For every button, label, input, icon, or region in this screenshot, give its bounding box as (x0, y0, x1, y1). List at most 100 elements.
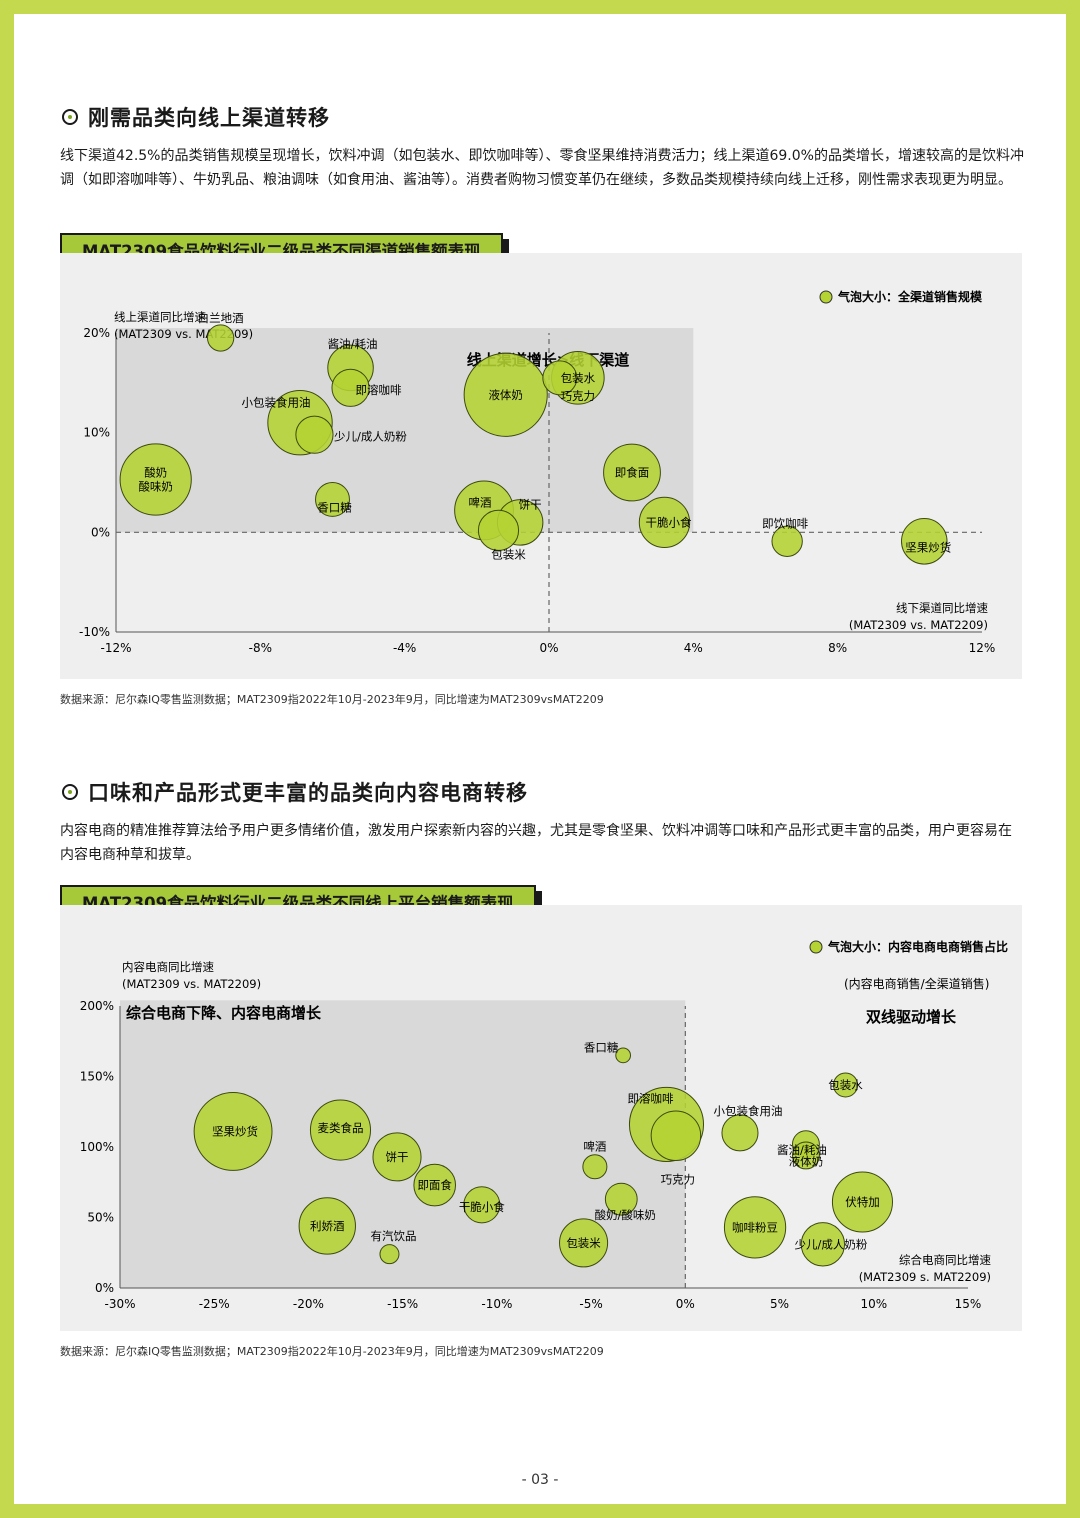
bubble-2-7 (615, 1047, 632, 1064)
x-tick-label: 15% (955, 1297, 982, 1311)
x-axis-subtitle: (MAT2309 s. MAT2209) (859, 1270, 991, 1284)
bubble-2-13 (721, 1114, 759, 1152)
x-tick-label: 0% (676, 1297, 695, 1311)
section-2-paragraph: 内容电商的精准推荐算法给予用户更多情绪价值，激发用户探索新内容的兴趣，尤其是零食… (60, 823, 1012, 863)
bubble-label: 利娇酒 (310, 1219, 345, 1233)
y-tick-label: 0% (95, 1281, 114, 1295)
bubble-1-13 (603, 443, 661, 502)
chart-1-svg: 线上渠道增长>线下渠道-12% -8% -4% 0% 4% 8% 12%-10%0%10%2… (79, 289, 996, 655)
bubble-2-3 (413, 1163, 457, 1207)
bubble-label: 麦类食品 (317, 1121, 363, 1135)
bubble-label: 即溶咖啡 (627, 1091, 673, 1105)
bubble-label: 啤酒 (469, 495, 492, 509)
bubble-2-17 (831, 1171, 894, 1233)
bubble-label: 包装米 (566, 1236, 601, 1250)
bubble-label: 即面食 (417, 1178, 452, 1192)
bubble-2-8 (582, 1154, 608, 1180)
bubble-1-12 (477, 509, 520, 551)
outside-label: 双线驱动增长 (866, 1008, 957, 1026)
x-tick-label: -30% (104, 1297, 135, 1311)
y-axis-subtitle: (MAT2309 vs. MAT2209) (122, 977, 261, 991)
x-tick-label: -15% (387, 1297, 418, 1311)
x-axis-title: 线下渠道同比增速 (896, 601, 988, 615)
bubble-2-6 (379, 1244, 400, 1265)
report-page: 刚需品类向线上渠道转移 线下渠道42.5%的品类销售规模呈现增长，饮料冲调（如包… (14, 14, 1066, 1504)
y-tick-label: 200% (80, 999, 114, 1013)
bubble-2-10 (559, 1218, 609, 1268)
x-tick-label: 5% (770, 1297, 789, 1311)
bubble-label: 包装米 (491, 547, 526, 561)
bubble-label: 香口糖 (584, 1040, 619, 1054)
x-tick-label: 12% (969, 641, 996, 655)
bubble-2-5 (298, 1197, 356, 1255)
bubble-label: 少儿/成人奶粉 (334, 430, 407, 444)
bubble-1-2 (331, 368, 370, 407)
bubble-2-12 (650, 1110, 702, 1161)
bubble-2-1 (309, 1099, 372, 1161)
chart-2-svg: 综合电商下降、内容电商增长 双线驱动增长 -30% -25% -20% -15% -10% -… (80, 939, 1008, 1311)
y-tick-label: 50% (87, 1211, 114, 1225)
bubble-label: 坚果炒货 (905, 540, 951, 554)
bubble-2-0 (193, 1092, 273, 1171)
chart-2-source: 数据来源：尼尔森IQ零售监测数据；MAT2309指2022年10月-2023年9… (60, 1345, 604, 1358)
bubble-label: 酸奶 (144, 466, 167, 480)
legend-sublabel: (内容电商销售/全渠道销售) (844, 976, 989, 991)
bubble-label: 酱油/耗油 (777, 1143, 827, 1157)
bubble-label: 液体奶 (488, 388, 523, 402)
bubble-label: 咖啡粉豆 (732, 1220, 778, 1234)
section-2-heading: 口味和产品形式更丰富的品类向内容电商转移 (62, 777, 528, 807)
bubble-1-6 (315, 481, 350, 517)
bubble-2-18 (723, 1196, 787, 1259)
bubble-label: 饼干 (519, 497, 542, 511)
chart-1-source: 数据来源：尼尔森IQ零售监测数据；MAT2309指2022年10月-2023年9… (60, 693, 604, 706)
bubble-2-19 (800, 1222, 846, 1267)
bubble-label: 巧克力 (661, 1173, 696, 1187)
quadrant-label: 综合电商下降、内容电商增长 (126, 1004, 322, 1022)
bubble-label: 包装水 (561, 371, 596, 385)
bubble-1-14 (638, 496, 691, 549)
bubble-label: 液体奶 (789, 1154, 824, 1168)
bubble-2-16 (792, 1141, 820, 1170)
x-tick-label: -20% (293, 1297, 324, 1311)
target-bullet-icon (62, 109, 78, 125)
x-tick-label: 4% (684, 641, 703, 655)
section-1-heading: 刚需品类向线上渠道转移 (62, 102, 330, 132)
legend-label: 气泡大小：内容电商电商销售占比 (827, 939, 1008, 954)
bubble-1-15 (771, 525, 803, 557)
bubble-2-14 (832, 1072, 859, 1098)
bubble-1-4 (295, 415, 334, 454)
bubble-1-0 (206, 324, 235, 352)
x-axis-subtitle: (MAT2309 vs. MAT2209) (849, 618, 988, 632)
bubble-label: 啤酒 (583, 1140, 606, 1154)
y-tick-label: 0% (91, 525, 110, 539)
chart-2-area: 综合电商下降、内容电商增长 双线驱动增长 -30% -25% -20% -15% -10% -… (60, 905, 1022, 1331)
x-tick-label: 10% (860, 1297, 887, 1311)
bubble-label: 白兰地酒 (198, 311, 244, 325)
bubble-label: 小包装食用油 (713, 1104, 782, 1118)
y-axis-title: 线上渠道同比增速 (114, 310, 206, 324)
target-bullet-icon (62, 784, 78, 800)
bubble-2-4 (463, 1186, 501, 1224)
x-tick-label: 8% (828, 641, 847, 655)
x-tick-label: -10% (481, 1297, 512, 1311)
section-1-title: 刚需品类向线上渠道转移 (88, 106, 330, 130)
bubble-2-2 (372, 1132, 422, 1182)
bubble-1-7 (463, 352, 548, 437)
bubble-2-9 (604, 1182, 638, 1216)
x-tick-label: -5% (579, 1297, 602, 1311)
page-number: - 03 - (521, 1472, 559, 1488)
legend-label: 气泡大小：全渠道销售规模 (837, 289, 983, 304)
x-tick-label: -25% (199, 1297, 230, 1311)
bubble-label: 干脆小食 (459, 1200, 505, 1214)
section-2-title: 口味和产品形式更丰富的品类向内容电商转移 (88, 781, 528, 805)
y-tick-label: 10% (83, 426, 110, 440)
bubble-label: 伏特加 (845, 1195, 880, 1209)
bubble-label: 饼干 (386, 1150, 409, 1164)
y-tick-label: 20% (83, 326, 110, 340)
bubble-label: 酸奶/酸味奶 (595, 1208, 656, 1222)
bubble-label: 即饮咖啡 (762, 516, 808, 530)
section-1-paragraph: 线下渠道42.5%的品类销售规模呈现增长，饮料冲调（如包装水、即饮咖啡等）、零食… (60, 148, 1024, 188)
y-tick-label: 100% (80, 1140, 114, 1154)
y-axis-title: 内容电商同比增速 (122, 960, 214, 974)
bubble-1-5 (119, 443, 192, 516)
